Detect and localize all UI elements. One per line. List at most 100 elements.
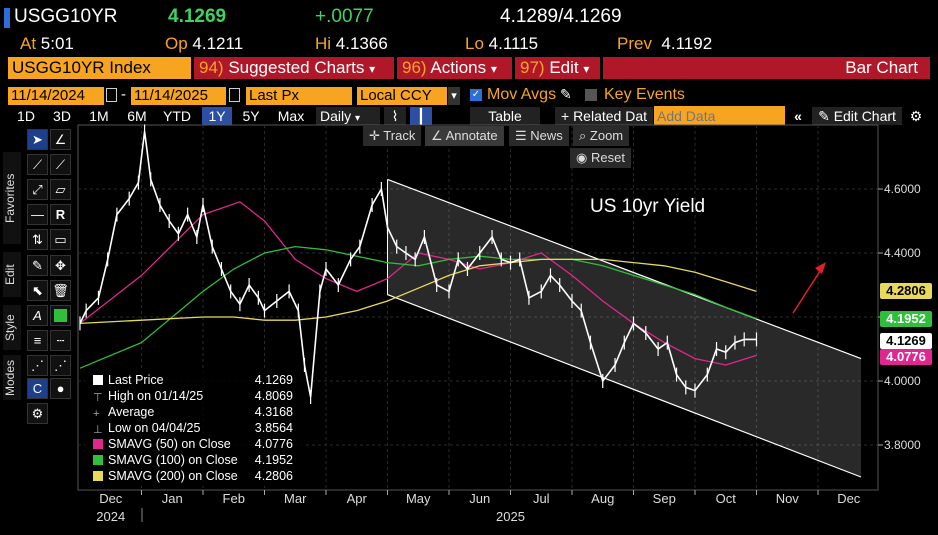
legend-item[interactable]: Last Price 4.1269	[93, 372, 297, 388]
range-1y[interactable]: 1Y	[202, 107, 232, 125]
reset-button[interactable]: ◉ Reset	[570, 148, 631, 168]
legend-item[interactable]: ⊥ Low on 04/04/25 3.8564	[93, 420, 297, 436]
field-value: Last Px	[249, 87, 300, 104]
range-max[interactable]: Max	[277, 108, 305, 124]
gear-icon[interactable]: ⚙	[909, 108, 923, 124]
legend-swatch-icon	[93, 455, 103, 465]
legend-item[interactable]: SMAVG (100) on Close 4.1952	[93, 452, 297, 468]
annotate-label: Annotate	[445, 128, 498, 143]
legend-item[interactable]: ⊤ High on 01/14/25 4.8069	[93, 388, 297, 404]
actions-menu[interactable]: 96) Actions ▾	[397, 57, 512, 79]
key-events-checkbox[interactable]	[585, 89, 597, 101]
chevron-down-icon: ▾	[355, 113, 361, 124]
line-chart-icon[interactable]: ⌇	[384, 107, 406, 125]
draw-line-tool-icon[interactable]: ∠	[50, 129, 71, 150]
hi-label: Hi	[315, 34, 332, 53]
legend-value: 4.0776	[254, 437, 293, 451]
track-button[interactable]: ✛ Track	[363, 126, 422, 146]
range-1d[interactable]: 1D	[17, 108, 35, 124]
chart-type-menu[interactable]: Bar Chart	[603, 57, 930, 79]
fib-icon[interactable]: ⇅	[27, 229, 48, 250]
field-select[interactable]: Last Px	[246, 87, 352, 105]
cycle-mode-icon[interactable]: C	[27, 378, 48, 399]
channel-icon[interactable]: ⤢	[27, 179, 48, 200]
pen-icon[interactable]: ✎	[27, 255, 48, 276]
currency-select[interactable]: Local CCY	[357, 87, 447, 105]
date-dash: -	[121, 86, 126, 103]
start-date-value: 11/14/2024	[11, 87, 85, 104]
chevron-down-icon: ▾	[490, 62, 497, 76]
bar-chart-icon[interactable]: ┃	[410, 107, 432, 125]
table-button[interactable]: Table	[470, 107, 540, 125]
range-3d[interactable]: 3D	[53, 108, 71, 124]
legend-value: 3.8564	[254, 421, 293, 435]
legend-label: Low on 04/04/25	[108, 421, 201, 435]
legend-item[interactable]: SMAVG (50) on Close 4.0776	[93, 436, 297, 452]
edit-label: Edit	[549, 58, 579, 77]
x-tick-label: Oct	[716, 491, 737, 506]
multi-color-icon[interactable]: ●	[50, 378, 71, 399]
price-label: 4.2806	[880, 283, 932, 299]
zoom-button[interactable]: ⌕ Zoom	[573, 126, 630, 146]
low-marker-icon: ⊥	[93, 424, 103, 436]
edit-menu[interactable]: 97) Edit ▾	[515, 57, 600, 79]
reset-icon: ◉	[576, 150, 588, 165]
horizontal-line-icon[interactable]: —	[27, 204, 48, 225]
x-tick-label: Mar	[284, 491, 307, 506]
trash-icon[interactable]: 🗑	[50, 280, 71, 301]
news-label: News	[530, 128, 563, 143]
edit-chart-button[interactable]: ✎ Edit Chart	[812, 107, 902, 125]
collapse-icon[interactable]: «	[794, 108, 802, 124]
legend-item[interactable]: + Average 4.3168	[93, 404, 297, 420]
legend-item[interactable]: SMAVG (200) on Close 4.2806	[93, 468, 297, 484]
mov-avgs-checkbox[interactable]: ✓	[470, 89, 482, 101]
gear-icon[interactable]: ⚙	[27, 403, 48, 424]
high-marker-icon: ⊤	[93, 392, 103, 404]
cursor-tool-icon[interactable]: ➤	[27, 129, 48, 150]
calendar-icon[interactable]	[106, 88, 117, 102]
range-6m[interactable]: 6M	[127, 108, 147, 124]
chevron-down-icon: ▾	[583, 62, 590, 76]
legend-label: SMAVG (100) on Close	[108, 453, 238, 467]
suggested-charts-menu[interactable]: 94) Suggested Charts ▾	[194, 57, 394, 79]
x-tick-label: Sep	[653, 491, 676, 506]
reset-label: Reset	[590, 150, 625, 165]
end-date-input[interactable]: 11/14/2025	[131, 87, 226, 105]
font-icon[interactable]: A	[27, 305, 48, 326]
x-year-label: 2024	[96, 509, 125, 524]
x-tick-label: Feb	[223, 491, 245, 506]
calendar-icon[interactable]	[229, 88, 240, 102]
text-tool-icon[interactable]: R	[50, 204, 71, 225]
line-weight-icon[interactable]: ≡	[27, 330, 48, 351]
annotate-button[interactable]: ∠ Annotate	[425, 126, 504, 146]
range-5y[interactable]: 5Y	[242, 108, 260, 124]
magnet-icon[interactable]: ⋰	[50, 355, 71, 376]
color-swatch-icon[interactable]	[50, 305, 71, 326]
suggested-num: 94)	[199, 58, 224, 77]
range-ytd[interactable]: YTD	[163, 108, 191, 124]
related-data-button[interactable]: + Related Dat	[555, 107, 653, 125]
trend-line-icon[interactable]: ⟋	[27, 154, 48, 175]
move-icon[interactable]: ✥	[50, 255, 71, 276]
legend-swatch-icon	[93, 471, 103, 481]
ray-line-icon[interactable]: ⟋	[50, 154, 71, 175]
add-data-input[interactable]	[654, 106, 785, 125]
price-label: 4.1952	[880, 311, 932, 327]
parallel-icon[interactable]: ▱	[50, 179, 71, 200]
rectangle-icon[interactable]: ▭	[50, 229, 71, 250]
range-1m[interactable]: 1M	[89, 108, 109, 124]
snap-icon[interactable]: ⋰	[27, 355, 48, 376]
security-field[interactable]: USGG10YR Index	[8, 57, 191, 79]
channel-upper-line	[387, 178, 862, 360]
period-select[interactable]: Daily ▾	[316, 107, 380, 125]
pencil-icon[interactable]: ✎	[560, 86, 572, 102]
x-year-label: 2025	[496, 509, 525, 524]
line-style-icon[interactable]: ┄	[50, 330, 71, 351]
news-button[interactable]: ☰ News	[509, 126, 569, 146]
start-date-input[interactable]: 11/14/2024	[8, 87, 104, 105]
track-label: Track	[383, 128, 416, 143]
chevron-down-icon[interactable]: ▾	[448, 87, 460, 105]
security-label: USGG10YR Index	[12, 58, 151, 77]
select-icon[interactable]: ⬉	[27, 280, 48, 301]
